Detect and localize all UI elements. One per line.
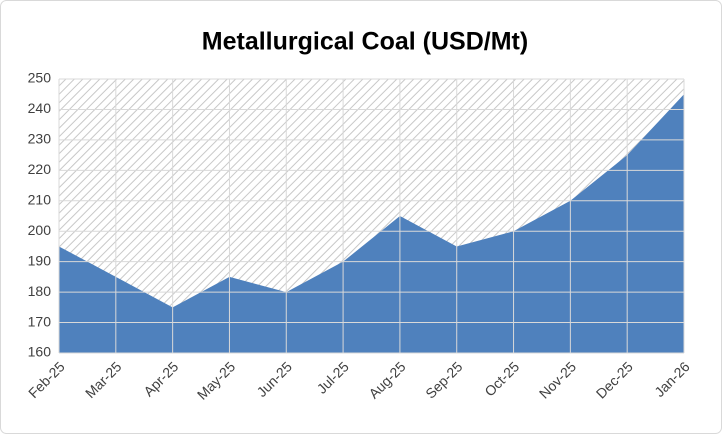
area [59,94,684,353]
y-tick-label: 200 [28,222,52,238]
y-tick-label: 170 [28,313,52,329]
y-tick-label: 240 [28,100,52,116]
y-tick-label: 250 [28,70,52,86]
chart-title: Metallurgical Coal (USD/Mt) [202,28,528,56]
y-tick-label: 180 [28,283,52,299]
y-tick-label: 210 [28,191,52,207]
y-tick-label: 190 [28,252,52,268]
y-tick-label: 160 [28,344,52,360]
y-tick-label: 230 [28,131,52,147]
y-tick-label: 220 [28,161,52,177]
